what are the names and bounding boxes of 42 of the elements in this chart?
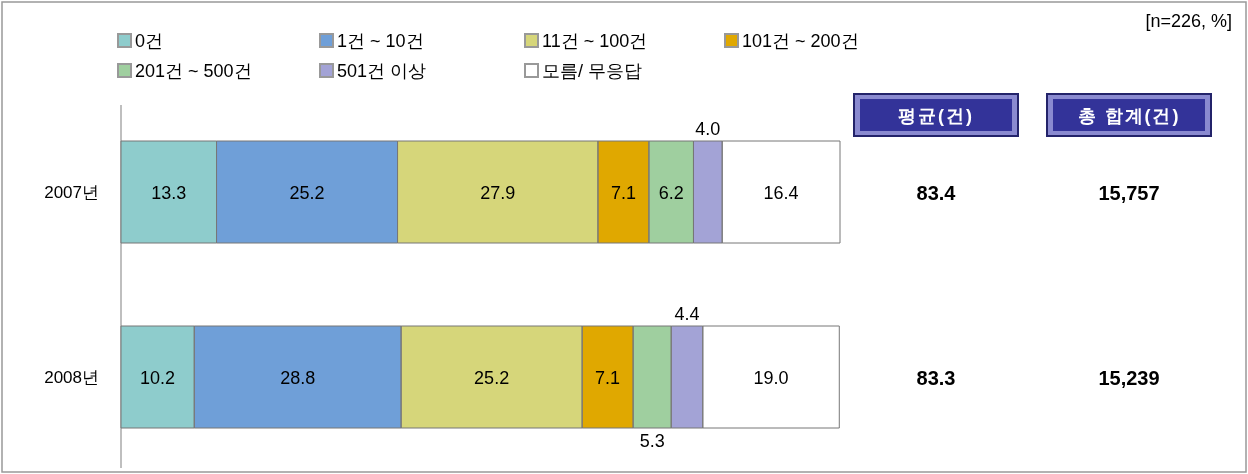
bar	[193, 325, 402, 429]
data-label: 6.2	[658, 183, 684, 203]
category-label: 총 합계(건)	[1077, 106, 1181, 126]
data-label: 15,757	[1098, 182, 1160, 204]
data-label: 83.3	[916, 367, 956, 389]
category-label: 평균(건)	[898, 106, 974, 126]
legend-label: 201건 ~ 500건	[135, 61, 252, 81]
data-label: 19.0	[753, 368, 789, 388]
data-label: 5.3	[639, 431, 665, 451]
y-tick-label: 2008년	[44, 368, 99, 387]
y-tick-label: 2007년	[44, 183, 99, 202]
bar	[632, 325, 672, 429]
bar	[397, 140, 599, 244]
data-label: 83.4	[916, 182, 957, 204]
data-label: 25.2	[474, 368, 510, 388]
bar	[216, 140, 399, 244]
data-label: 4.0	[695, 119, 721, 139]
legend-label: 0건	[135, 31, 164, 51]
data-label: 16.4	[763, 183, 799, 203]
bar	[597, 140, 650, 244]
legend-label: 101건 ~ 200건	[742, 31, 859, 51]
bar	[120, 140, 218, 244]
data-label: 7.1	[595, 368, 621, 388]
text: [n=226, %]	[1145, 11, 1232, 31]
bar	[692, 140, 723, 244]
legend-label: 11건 ~ 100건	[542, 31, 648, 51]
legend-label: 모름/ 무응답	[542, 61, 643, 81]
data-label: 7.1	[610, 183, 636, 203]
legend-label: 501건 이상	[337, 61, 427, 81]
data-label: 25.2	[289, 183, 325, 203]
legend-label: 1건 ~ 10건	[337, 31, 424, 51]
data-label: 15,239	[1098, 367, 1160, 389]
bar	[400, 325, 583, 429]
data-label: 10.2	[140, 368, 176, 388]
data-label: 27.9	[480, 183, 516, 203]
bar	[120, 325, 195, 429]
data-label: 13.3	[151, 183, 187, 203]
bar	[648, 140, 694, 244]
bar	[670, 325, 704, 429]
data-label: 4.4	[674, 304, 700, 324]
data-label: 28.8	[280, 368, 316, 388]
bar	[581, 325, 634, 429]
